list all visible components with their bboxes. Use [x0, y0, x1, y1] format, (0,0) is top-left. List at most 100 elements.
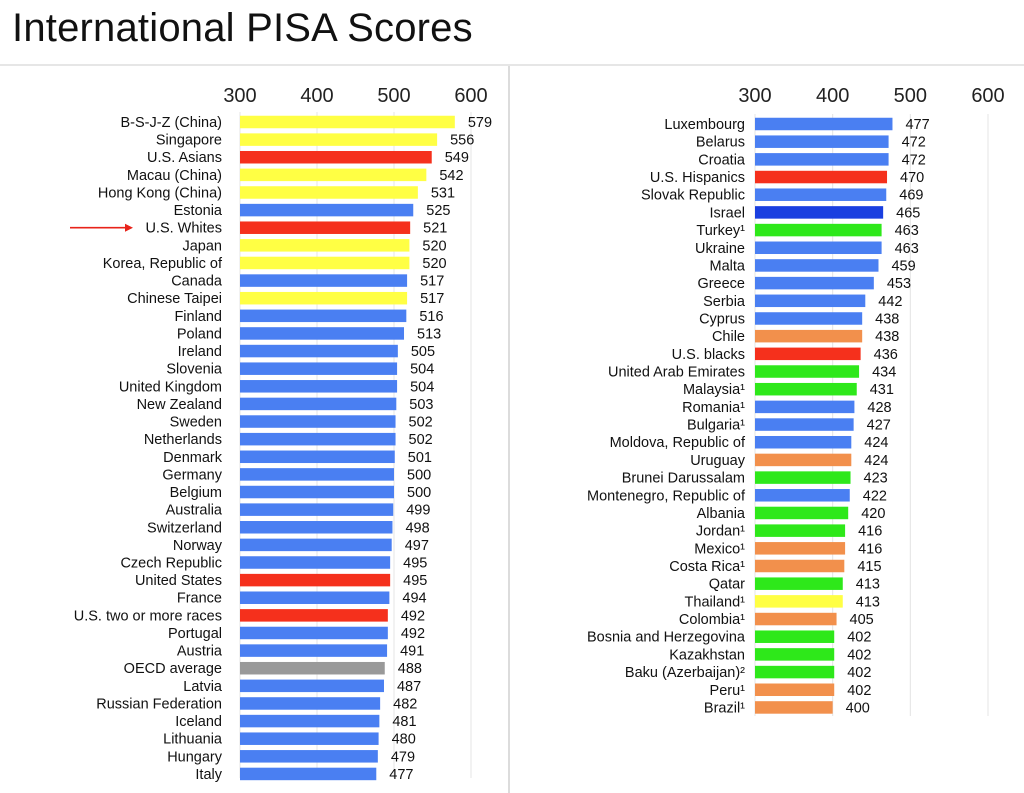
value-label-malta: 459 [891, 258, 915, 274]
value-label-lithuania: 480 [392, 732, 416, 748]
value-label-australia: 499 [406, 503, 430, 519]
category-label-cyprus: Cyprus [699, 311, 745, 327]
category-label-colombia: Colombia¹ [679, 612, 745, 628]
value-label-albania: 420 [861, 506, 885, 522]
value-label-belarus: 472 [902, 135, 926, 151]
category-label-moldova-republic-of: Moldova, Republic of [610, 435, 746, 451]
value-label-brazil: 400 [846, 700, 870, 716]
category-label-kazakhstan: Kazakhstan [669, 647, 745, 663]
bar-chinese-taipei [240, 291, 408, 305]
bar-czech-republic [240, 556, 391, 569]
bar-switzerland [240, 521, 393, 534]
bar-denmark [240, 450, 395, 464]
category-label-netherlands: Netherlands [144, 432, 222, 448]
bar-hong-kong-china [240, 186, 418, 199]
x-tick-label-500: 500 [377, 85, 410, 107]
category-label-ukraine: Ukraine [695, 241, 745, 257]
bar-malta [755, 259, 879, 272]
bar-singapore [240, 133, 438, 146]
category-label-b-s-j-z-china: B-S-J-Z (China) [120, 115, 222, 131]
value-label-qatar: 413 [856, 577, 880, 593]
bar-cyprus [755, 312, 863, 325]
bar-new-zealand [240, 397, 397, 411]
category-label-macau-china: Macau (China) [127, 168, 222, 184]
value-label-finland: 516 [419, 309, 443, 325]
bar-mexico [755, 542, 846, 555]
category-label-singapore: Singapore [156, 133, 222, 149]
value-label-czech-republic: 495 [403, 556, 427, 572]
bar-slovak-republic [755, 188, 887, 201]
value-label-canada: 517 [420, 274, 444, 290]
value-label-switzerland: 498 [405, 520, 429, 536]
bar-costa-rica [755, 559, 845, 573]
value-label-turkey: 463 [895, 223, 919, 239]
value-label-israel: 465 [896, 205, 920, 221]
value-label-costa-rica: 415 [857, 559, 881, 575]
x-tick-label-400: 400 [816, 85, 849, 107]
value-label-jordan: 416 [858, 524, 882, 540]
bar-united-kingdom [240, 380, 398, 393]
value-label-slovak-republic: 469 [899, 188, 923, 204]
category-label-switzerland: Switzerland [147, 520, 222, 536]
category-label-slovenia: Slovenia [166, 362, 223, 378]
bar-serbia [755, 294, 866, 308]
category-label-thailand: Thailand¹ [685, 594, 746, 610]
highlight-arrow-icon [125, 223, 133, 232]
category-label-malaysia: Malaysia¹ [683, 382, 745, 398]
category-label-u-s-asians: U.S. Asians [147, 150, 222, 166]
bar-netherlands [240, 432, 396, 446]
category-label-montenegro-republic-of: Montenegro, Republic of [587, 488, 746, 504]
value-label-france: 494 [402, 591, 426, 607]
value-label-singapore: 556 [450, 133, 474, 149]
category-label-poland: Poland [177, 326, 222, 342]
value-label-mexico: 416 [858, 541, 882, 557]
category-label-portugal: Portugal [168, 626, 222, 642]
value-label-uruguay: 424 [864, 453, 888, 469]
category-label-u-s-whites: U.S. Whites [145, 221, 222, 237]
category-label-hungary: Hungary [167, 749, 223, 765]
bar-italy [240, 767, 377, 781]
value-label-montenegro-republic-of: 422 [863, 488, 887, 504]
value-label-u-s-blacks: 436 [874, 347, 898, 363]
x-tick-label-300: 300 [223, 85, 256, 107]
value-label-chinese-taipei: 517 [420, 291, 444, 307]
category-label-turkey: Turkey¹ [696, 223, 745, 239]
category-label-estonia: Estonia [174, 203, 223, 219]
category-label-belgium: Belgium [170, 485, 222, 501]
category-label-albania: Albania [697, 506, 746, 522]
value-label-new-zealand: 503 [409, 397, 433, 413]
bar-iceland [240, 714, 380, 728]
bar-qatar [755, 577, 843, 590]
value-label-romania: 428 [867, 400, 891, 416]
value-label-macau-china: 542 [439, 168, 463, 184]
bar-slovenia [240, 362, 398, 375]
value-label-cyprus: 438 [875, 311, 899, 327]
category-label-czech-republic: Czech Republic [120, 556, 222, 572]
category-label-united-kingdom: United Kingdom [119, 379, 222, 395]
category-label-jordan: Jordan¹ [696, 524, 745, 540]
bar-canada [240, 274, 408, 287]
bar-ireland [240, 344, 398, 358]
category-label-israel: Israel [710, 205, 745, 221]
category-label-costa-rica: Costa Rica¹ [669, 559, 745, 575]
title-separator [0, 64, 1024, 66]
value-label-slovenia: 504 [410, 362, 434, 378]
bar-norway [240, 538, 392, 552]
value-label-united-arab-emirates: 434 [872, 365, 896, 381]
category-label-denmark: Denmark [163, 450, 223, 466]
bar-portugal [240, 626, 388, 640]
category-label-iceland: Iceland [175, 714, 222, 730]
value-label-thailand: 413 [856, 594, 880, 610]
value-label-u-s-hispanics: 470 [900, 170, 924, 186]
bar-france [240, 591, 390, 604]
value-label-germany: 500 [407, 467, 431, 483]
value-label-italy: 477 [389, 767, 413, 783]
bar-bulgaria [755, 418, 854, 431]
value-label-hong-kong-china: 531 [431, 185, 455, 201]
category-label-lithuania: Lithuania [163, 732, 223, 748]
bar-finland [240, 309, 407, 323]
bar-brunei-darussalam [755, 471, 851, 484]
bar-u-s-whites [240, 221, 411, 234]
bar-ukraine [755, 241, 882, 255]
value-label-colombia: 405 [850, 612, 874, 628]
